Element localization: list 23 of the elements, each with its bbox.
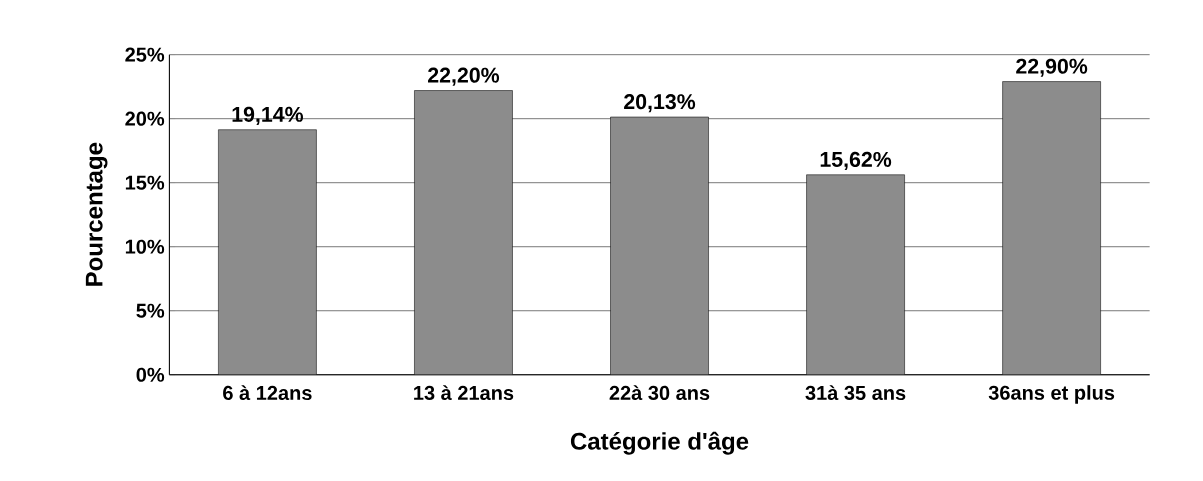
x-tick-label: 6 à 12ans bbox=[223, 384, 312, 400]
bar bbox=[218, 129, 317, 375]
data-label: 19,14% bbox=[232, 106, 304, 125]
x-tick-label: 22à 30 ans bbox=[609, 384, 710, 400]
y-tick-label: 0% bbox=[136, 367, 165, 382]
y-tick-label: 25% bbox=[125, 47, 165, 62]
x-tick-label: 31à 35 ans bbox=[805, 384, 906, 400]
y-tick-label: 15% bbox=[125, 175, 165, 190]
x-tick-label: 13 à 21ans bbox=[414, 384, 514, 400]
y-tick-label: 20% bbox=[125, 111, 165, 126]
bar bbox=[806, 174, 905, 375]
bar bbox=[1002, 81, 1101, 375]
data-label: 22,20% bbox=[428, 67, 500, 86]
bar bbox=[414, 90, 513, 375]
data-label: 22,90% bbox=[1016, 58, 1088, 77]
bar bbox=[610, 116, 709, 375]
x-axis-title: Catégorie d'âge bbox=[570, 431, 749, 455]
data-label: 15,62% bbox=[820, 151, 892, 170]
data-label: 20,13% bbox=[624, 93, 696, 113]
y-tick-label: 10% bbox=[125, 239, 165, 254]
y-tick-label: 5% bbox=[136, 303, 165, 318]
x-tick-label: 36ans et plus bbox=[988, 384, 1115, 404]
y-axis-title: Pourcentage bbox=[85, 142, 108, 286]
